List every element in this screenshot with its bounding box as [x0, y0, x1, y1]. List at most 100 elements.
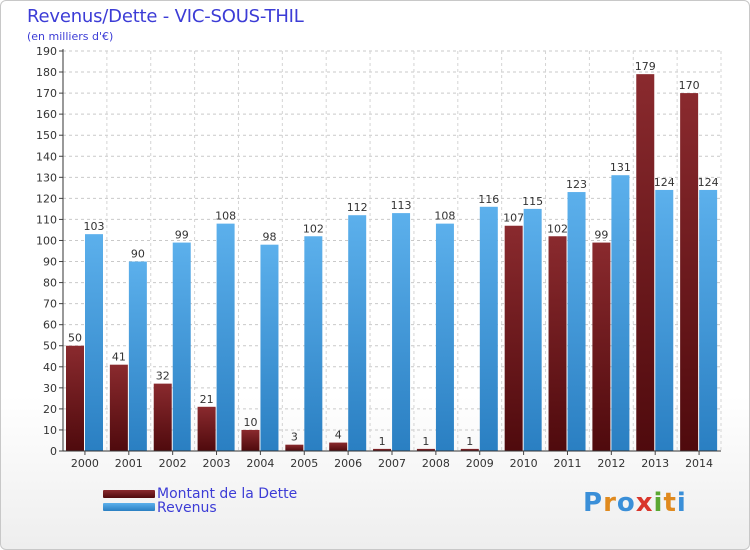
- data-label-revenue: 113: [391, 199, 412, 212]
- bar-debt: [285, 444, 304, 451]
- y-tick-label: 80: [43, 277, 57, 290]
- x-tick-label: 2001: [115, 457, 143, 470]
- data-label-revenue: 112: [347, 201, 368, 214]
- logo-letter: o: [616, 488, 636, 518]
- bar-layer: [66, 74, 718, 452]
- bar-revenue: [699, 189, 718, 451]
- legend-swatch-revenue: [103, 503, 155, 511]
- data-label-revenue: 98: [262, 231, 276, 244]
- data-label-revenue: 108: [434, 210, 455, 223]
- logo-letter: x: [635, 488, 654, 518]
- x-tick-label: 2008: [422, 457, 450, 470]
- axis-layer: 0102030405060708090100110120130140150160…: [36, 45, 721, 470]
- data-label-revenue: 115: [522, 195, 543, 208]
- data-label-debt: 1: [379, 435, 386, 448]
- y-tick-label: 70: [43, 298, 57, 311]
- y-tick-label: 150: [36, 129, 57, 142]
- x-tick-label: 2007: [378, 457, 406, 470]
- bar-revenue: [260, 244, 279, 451]
- data-label-debt: 1: [466, 435, 473, 448]
- logo-letter: i: [653, 488, 664, 518]
- y-tick-label: 0: [50, 445, 57, 458]
- x-tick-label: 2002: [159, 457, 187, 470]
- data-label-debt: 10: [243, 416, 257, 429]
- y-tick-label: 60: [43, 319, 57, 332]
- data-label-revenue: 116: [478, 193, 499, 206]
- bar-debt: [241, 429, 260, 451]
- y-tick-label: 160: [36, 108, 57, 121]
- data-label-debt: 50: [68, 332, 82, 345]
- x-tick-label: 2010: [510, 457, 538, 470]
- y-tick-label: 140: [36, 150, 57, 163]
- bar-revenue: [655, 189, 674, 451]
- y-tick-label: 190: [36, 45, 57, 58]
- y-tick-label: 180: [36, 66, 57, 79]
- bar-revenue: [523, 208, 542, 451]
- data-label-revenue: 108: [215, 210, 236, 223]
- bar-debt: [680, 93, 699, 452]
- logo-letter: P: [583, 488, 604, 518]
- data-label-revenue: 90: [131, 248, 145, 261]
- bar-revenue: [479, 206, 498, 451]
- bar-debt: [66, 345, 84, 451]
- bar-debt: [197, 406, 216, 451]
- x-tick-label: 2009: [466, 457, 494, 470]
- bar-revenue: [172, 242, 191, 451]
- y-tick-label: 120: [36, 192, 57, 205]
- bar-debt: [373, 448, 392, 451]
- bar-debt: [548, 236, 567, 451]
- bar-revenue: [567, 192, 586, 452]
- y-tick-label: 50: [43, 340, 57, 353]
- bar-revenue: [435, 223, 454, 451]
- y-tick-label: 90: [43, 256, 57, 269]
- data-label-revenue: 131: [610, 161, 631, 174]
- data-label-revenue: 124: [698, 176, 719, 189]
- bar-debt: [329, 442, 348, 451]
- bar-debt: [460, 448, 479, 451]
- bar-revenue: [304, 236, 323, 451]
- legend-label-revenue: Revenus: [157, 500, 217, 516]
- bar-revenue: [128, 261, 147, 451]
- bar-debt: [504, 225, 523, 451]
- data-label-debt: 179: [635, 60, 656, 73]
- bar-debt: [416, 448, 435, 451]
- grid-layer: [62, 50, 722, 452]
- chart-title: Revenus/Dette - VIC-SOUS-THIL: [27, 6, 304, 27]
- data-label-debt: 1: [422, 435, 429, 448]
- x-tick-label: 2014: [685, 457, 713, 470]
- x-tick-label: 2000: [71, 457, 99, 470]
- data-label-revenue: 102: [303, 222, 324, 235]
- logo-letter: t: [663, 488, 677, 518]
- y-tick-label: 170: [36, 87, 57, 100]
- logo-letter: r: [603, 488, 617, 518]
- data-label-revenue: 99: [175, 229, 189, 242]
- y-tick-label: 100: [36, 234, 57, 247]
- proxiti-logo: Proxiti: [583, 488, 687, 518]
- x-tick-label: 2003: [203, 457, 231, 470]
- x-tick-label: 2004: [246, 457, 274, 470]
- bar-debt: [636, 74, 655, 451]
- y-tick-label: 10: [43, 424, 57, 437]
- legend-label-debt: Montant de la Dette: [157, 486, 298, 502]
- x-tick-label: 2011: [553, 457, 581, 470]
- bar-revenue: [85, 234, 103, 451]
- data-label-revenue: 123: [566, 178, 587, 191]
- bar-debt: [153, 383, 172, 451]
- x-tick-label: 2012: [597, 457, 625, 470]
- bar-revenue: [611, 175, 630, 452]
- data-label-debt: 4: [335, 429, 342, 442]
- y-tick-label: 130: [36, 171, 57, 184]
- data-label-debt: 41: [112, 351, 126, 364]
- data-label-debt: 102: [547, 222, 568, 235]
- data-label-debt: 99: [594, 229, 608, 242]
- y-tick-label: 30: [43, 382, 57, 395]
- data-label-revenue: 103: [84, 220, 105, 233]
- data-label-debt: 170: [679, 79, 700, 92]
- x-tick-label: 2013: [641, 457, 669, 470]
- x-tick-label: 2006: [334, 457, 362, 470]
- data-label-debt: 21: [200, 393, 214, 406]
- data-label-debt: 107: [503, 212, 524, 225]
- data-label-debt: 32: [156, 370, 170, 383]
